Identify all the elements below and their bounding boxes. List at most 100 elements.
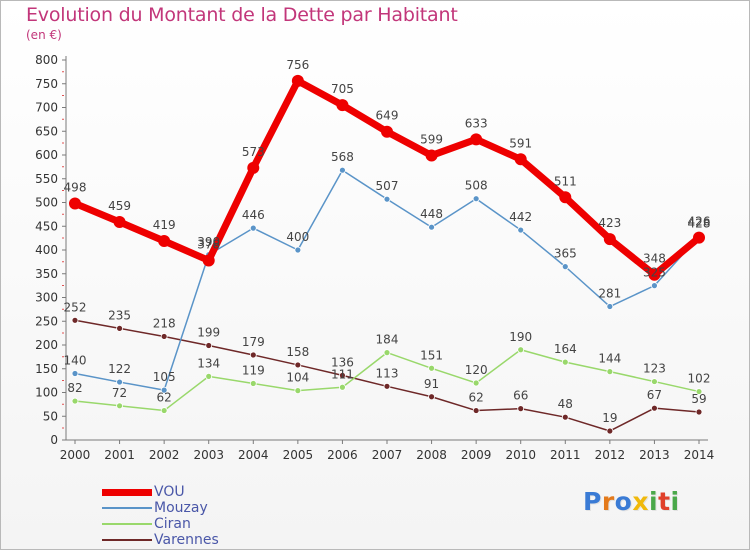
- y-tick-label: 450: [35, 219, 58, 233]
- y-tick-label: 350: [35, 267, 58, 281]
- data-label-vou: 426: [688, 215, 711, 229]
- data-label-varennes: 91: [424, 377, 439, 391]
- data-point-vou: [425, 149, 438, 162]
- data-label-varennes: 179: [242, 335, 265, 349]
- legend-label: Mouzay: [154, 500, 208, 516]
- data-point-ciran: [205, 372, 213, 380]
- x-tick-label: 2000: [60, 448, 91, 462]
- y-tick-label: 200: [35, 338, 58, 352]
- data-point-mouzay: [71, 370, 79, 377]
- data-point-ciran: [428, 364, 435, 372]
- data-point-mouzay: [294, 246, 302, 254]
- data-label-ciran: 120: [465, 363, 488, 377]
- data-label-varennes: 113: [376, 366, 399, 380]
- legend-swatch: [102, 507, 152, 509]
- data-label-mouzay: 448: [420, 207, 443, 221]
- data-point-vou: [158, 234, 171, 247]
- data-point-mouzay: [561, 263, 569, 271]
- x-tick-label: 2013: [639, 448, 670, 462]
- data-label-vou: 599: [420, 132, 443, 146]
- data-point-ciran: [71, 397, 79, 405]
- data-point-ciran: [651, 378, 658, 385]
- data-label-ciran: 184: [376, 333, 399, 347]
- x-tick-label: 2009: [461, 448, 492, 462]
- data-label-vou: 705: [331, 82, 354, 96]
- data-label-ciran: 102: [688, 372, 711, 386]
- data-label-ciran: 164: [554, 342, 577, 356]
- y-tick-label: 800: [35, 53, 58, 67]
- data-point-mouzay: [517, 226, 525, 234]
- data-point-mouzay: [428, 223, 435, 231]
- x-tick-label: 2004: [238, 448, 269, 462]
- data-label-ciran: 104: [286, 371, 309, 385]
- data-label-mouzay: 428: [688, 217, 711, 231]
- data-label-vou: 633: [465, 116, 488, 130]
- data-point-vou: [693, 231, 705, 244]
- x-tick-label: 2005: [283, 448, 314, 462]
- data-point-vou: [336, 99, 349, 112]
- data-point-mouzay: [383, 195, 391, 203]
- data-point-mouzay: [472, 195, 480, 203]
- data-label-varennes: 59: [691, 392, 706, 406]
- data-label-varennes: 62: [469, 391, 484, 405]
- data-point-ciran: [606, 368, 614, 376]
- y-tick-label: 0: [50, 433, 58, 447]
- data-point-varennes: [116, 324, 123, 332]
- legend-label: Varennes: [154, 532, 219, 548]
- data-point-varennes: [561, 413, 569, 421]
- y-tick-label: 600: [35, 148, 58, 162]
- data-label-vou: 348: [643, 252, 666, 266]
- data-point-vou: [202, 254, 215, 267]
- data-point-varennes: [428, 393, 435, 401]
- proxiti-logo: Proxiti: [583, 487, 680, 516]
- data-label-ciran: 151: [420, 348, 443, 362]
- data-point-varennes: [339, 371, 346, 379]
- data-label-vou: 423: [598, 216, 621, 230]
- data-label-ciran: 144: [598, 352, 621, 366]
- y-tick-label: 550: [35, 172, 58, 186]
- legend-label: VOU: [154, 484, 185, 500]
- data-point-ciran: [695, 388, 703, 395]
- x-tick-label: 2006: [327, 448, 358, 462]
- data-point-ciran: [294, 387, 302, 395]
- data-label-mouzay: 446: [242, 208, 265, 222]
- data-label-ciran: 72: [112, 386, 127, 400]
- data-point-varennes: [606, 427, 614, 435]
- data-label-mouzay: 105: [153, 370, 176, 384]
- data-label-mouzay: 400: [286, 230, 309, 244]
- data-label-vou: 419: [153, 218, 176, 232]
- data-point-ciran: [472, 379, 480, 387]
- data-label-ciran: 190: [509, 330, 532, 344]
- data-point-varennes: [160, 333, 168, 340]
- data-label-mouzay: 281: [598, 287, 621, 301]
- data-point-ciran: [339, 383, 346, 391]
- legend-label: Ciran: [154, 516, 191, 532]
- data-label-varennes: 235: [108, 308, 131, 322]
- data-label-mouzay: 365: [554, 247, 577, 261]
- data-point-varennes: [472, 407, 480, 414]
- x-tick-label: 2003: [193, 448, 224, 462]
- data-point-varennes: [383, 382, 391, 390]
- y-tick-label: 500: [35, 196, 58, 210]
- x-tick-label: 2010: [505, 448, 536, 462]
- data-point-vou: [514, 153, 527, 166]
- data-label-ciran: 82: [67, 381, 82, 395]
- data-label-vou: 756: [286, 58, 309, 72]
- data-label-varennes: 158: [286, 345, 309, 359]
- data-point-mouzay: [249, 224, 257, 232]
- legend-swatch: [102, 523, 152, 525]
- data-label-mouzay: 568: [331, 150, 354, 164]
- y-tick-label: 750: [35, 77, 58, 91]
- data-point-vou: [69, 197, 81, 210]
- x-tick-label: 2008: [416, 448, 447, 462]
- data-point-vou: [247, 161, 260, 174]
- data-point-varennes: [695, 408, 703, 416]
- data-label-mouzay: 122: [108, 362, 131, 376]
- data-point-varennes: [71, 316, 79, 324]
- x-tick-label: 2007: [372, 448, 403, 462]
- x-tick-label: 2002: [149, 448, 180, 462]
- data-label-varennes: 48: [558, 397, 573, 411]
- x-tick-label: 2011: [550, 448, 581, 462]
